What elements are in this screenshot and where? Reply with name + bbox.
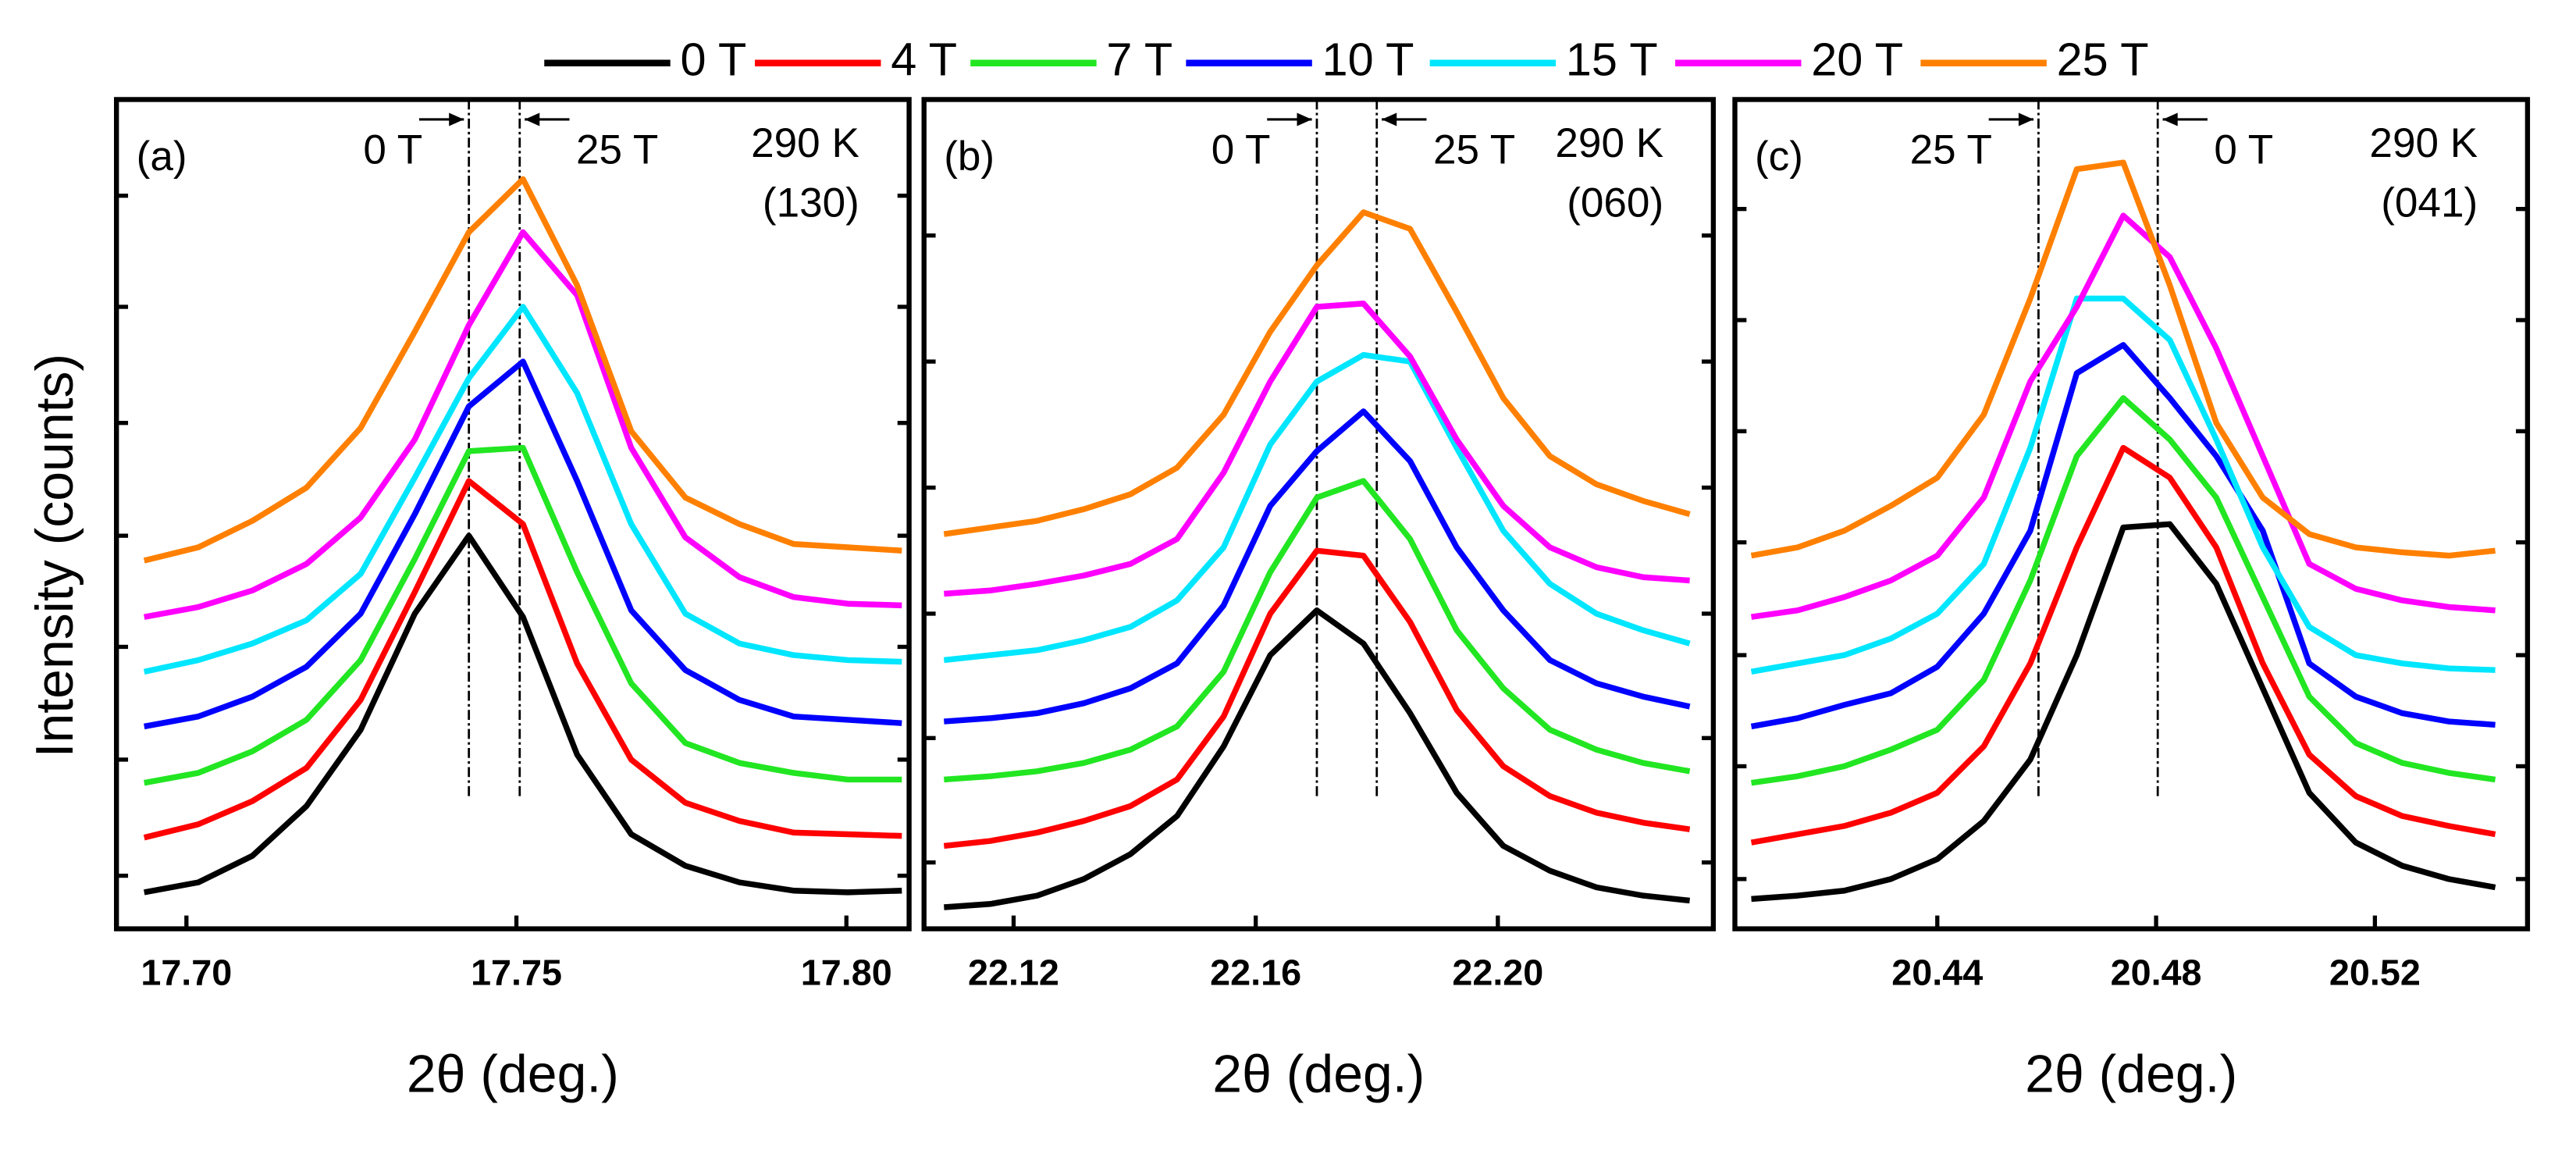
legend-label: 15 T — [1566, 33, 1658, 85]
annotation: (060) — [1567, 180, 1663, 226]
legend-label: 7 T — [1106, 33, 1172, 85]
plot-frame — [1732, 97, 2531, 931]
legend-label: 0 T — [680, 33, 746, 85]
series-line — [944, 478, 1691, 783]
panel-label: (c) — [1755, 134, 1803, 180]
marker-label: 0 T — [1212, 126, 1271, 173]
annotation: (041) — [2381, 180, 2478, 226]
series-line — [144, 444, 902, 786]
legend-label: 10 T — [1322, 33, 1414, 85]
series-line — [943, 547, 1691, 849]
x-tick-label: 22.16 — [1210, 952, 1301, 992]
series-line — [1751, 395, 2496, 786]
series-line — [144, 358, 902, 730]
annotation: 290 K — [2369, 120, 2478, 166]
series-line — [1750, 342, 2496, 730]
series-line — [1750, 159, 2496, 559]
marker-label: 25 T — [576, 126, 658, 173]
x-axis-label: 2θ (deg.) — [2025, 1045, 2237, 1104]
plot-frame — [921, 97, 1717, 931]
marker-label: 0 T — [2214, 126, 2273, 173]
series-line — [943, 351, 1691, 664]
annotation: 290 K — [751, 120, 859, 166]
x-tick-label: 17.70 — [141, 952, 232, 992]
x-tick-label: 20.52 — [2329, 952, 2421, 992]
marker-arrowhead — [1382, 112, 1397, 126]
series-line — [1750, 444, 2496, 846]
legend-label: 25 T — [2057, 33, 2149, 85]
marker-arrowhead — [525, 112, 540, 126]
annotation: (130) — [763, 180, 859, 226]
legend-label: 20 T — [1811, 33, 1903, 85]
x-axis-label: 2θ (deg.) — [1212, 1045, 1425, 1104]
series-line — [1751, 521, 2496, 903]
x-tick-label: 20.44 — [1891, 952, 1983, 992]
series-line — [1751, 212, 2496, 620]
x-axis-label: 2θ (deg.) — [407, 1045, 619, 1104]
legend-label: 4 T — [891, 33, 957, 85]
series-line — [944, 301, 1690, 597]
series-line — [144, 229, 902, 620]
panel-label: (b) — [944, 134, 994, 180]
marker-arrowhead — [1297, 112, 1312, 126]
series-line — [943, 209, 1691, 537]
series-line — [944, 607, 1691, 910]
marker-arrowhead — [449, 112, 464, 126]
marker-label: 25 T — [1910, 126, 1992, 173]
series-line — [143, 176, 902, 564]
series-line — [143, 304, 902, 675]
marker-label: 25 T — [1433, 126, 1515, 173]
series-line — [144, 532, 902, 896]
marker-label: 0 T — [363, 126, 422, 173]
series-line — [143, 478, 902, 841]
marker-arrowhead — [2162, 112, 2178, 126]
marker-arrowhead — [2018, 112, 2034, 126]
series-line — [944, 408, 1691, 725]
x-tick-label: 22.12 — [968, 952, 1059, 992]
panel-label: (a) — [137, 134, 187, 180]
annotation: 290 K — [1555, 120, 1663, 166]
x-tick-label: 17.75 — [471, 952, 562, 992]
series-line — [1750, 295, 2496, 675]
y-axis-label: Intensity (counts) — [25, 354, 84, 758]
x-tick-label: 22.20 — [1452, 952, 1543, 992]
x-tick-label: 20.48 — [2111, 952, 2202, 992]
x-tick-label: 17.80 — [801, 952, 892, 992]
plot-frame — [114, 97, 912, 931]
